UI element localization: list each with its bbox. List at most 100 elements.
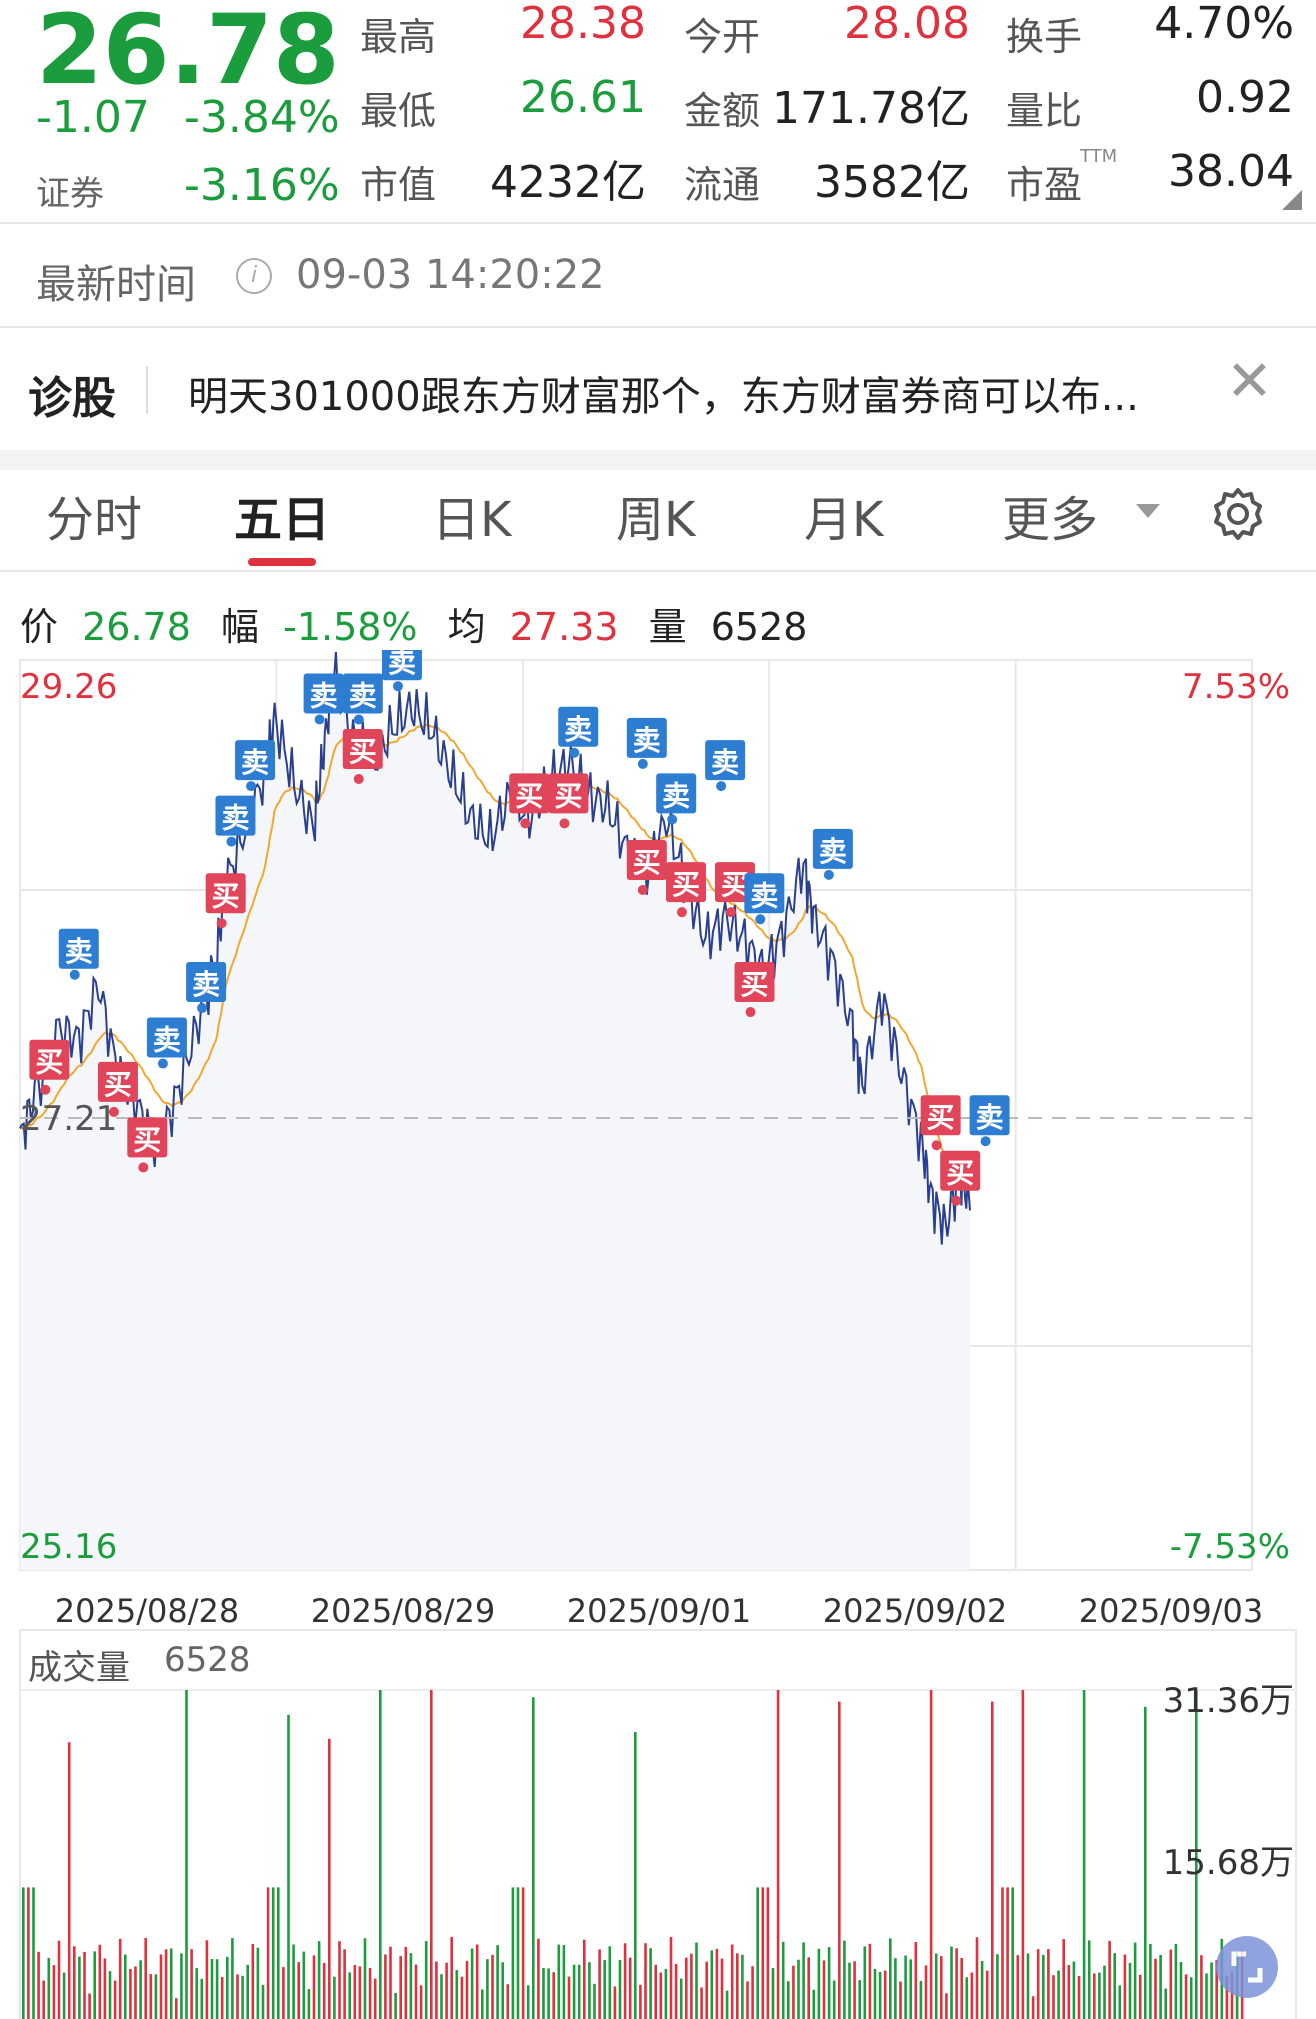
buy-marker[interactable]: 买 — [665, 862, 706, 918]
volume-bar — [1042, 1954, 1045, 2019]
svg-text:卖: 卖 — [310, 680, 338, 713]
sell-marker[interactable]: 卖 — [626, 717, 667, 769]
volume-bar — [1016, 1955, 1020, 2019]
volume-bar — [261, 1984, 265, 2019]
stat-label: 市盈 — [1006, 163, 1083, 207]
buy-marker[interactable]: 买 — [940, 1150, 981, 1206]
tab-weekly-k[interactable]: 周K — [616, 492, 696, 548]
volume-bar — [246, 1964, 249, 2019]
buy-marker[interactable]: 买 — [97, 1061, 138, 1117]
svg-text:卖: 卖 — [388, 650, 416, 679]
sell-marker[interactable]: 卖 — [303, 673, 344, 725]
stat-value: 28.08 — [844, 0, 970, 49]
volume-bar — [190, 1949, 193, 2019]
volume-bar — [730, 1944, 734, 2019]
diagnose-banner[interactable]: 诊股 明天301000跟东方财富那个，东方财富券商可以布... ✕ — [0, 328, 1316, 450]
volume-bar — [894, 1958, 897, 2019]
volume-bar — [129, 1969, 132, 2019]
volume-bar — [481, 1989, 484, 2019]
volume-bar — [552, 1972, 555, 2019]
sell-marker[interactable]: 卖 — [744, 873, 785, 925]
volume-chart[interactable]: 31.36万 15.68万 — [0, 1628, 1316, 2019]
volume-bar — [1205, 1973, 1208, 2019]
volume-bar — [669, 1937, 673, 2019]
buy-marker[interactable]: 买 — [734, 962, 775, 1018]
volume-bar — [1031, 1996, 1035, 2019]
tab-monthly-k[interactable]: 月K — [804, 492, 884, 548]
buy-marker[interactable]: 买 — [205, 873, 246, 929]
sell-marker[interactable]: 卖 — [656, 773, 697, 825]
sell-marker[interactable]: 卖 — [186, 962, 227, 1014]
dropdown-arrow-icon[interactable] — [1136, 504, 1160, 518]
buy-marker[interactable]: 买 — [920, 1095, 961, 1151]
svg-text:买: 买 — [133, 1123, 161, 1156]
volume-bar — [312, 1955, 316, 2019]
sell-marker[interactable]: 卖 — [558, 706, 599, 758]
volume-bar — [1169, 1949, 1173, 2019]
volume-bar — [945, 1993, 948, 2019]
sell-marker[interactable]: 卖 — [235, 740, 276, 792]
sell-marker[interactable]: 卖 — [969, 1095, 1010, 1147]
volume-bar — [353, 1965, 357, 2019]
buy-marker[interactable]: 买 — [548, 773, 589, 829]
buy-marker[interactable]: 买 — [342, 729, 383, 784]
tab-more[interactable]: 更多 — [1002, 492, 1099, 548]
buy-marker[interactable]: 买 — [509, 773, 550, 829]
volume-bar — [700, 1987, 703, 2019]
volume-bar — [838, 1701, 841, 2019]
volume-bar — [1036, 1949, 1040, 2019]
volume-bar — [144, 1937, 147, 2019]
sell-marker[interactable]: 卖 — [58, 928, 99, 980]
volume-bar — [1103, 1965, 1106, 2019]
volume-bar — [220, 1977, 224, 2019]
fullscreen-button[interactable] — [1216, 1936, 1278, 1998]
settings-gear-icon[interactable] — [1210, 486, 1266, 546]
volume-bar — [302, 1951, 306, 2019]
sell-marker[interactable]: 卖 — [146, 1017, 187, 1069]
tab-intraday[interactable]: 分时 — [46, 492, 143, 548]
volume-bar — [180, 1953, 183, 2019]
sell-marker[interactable]: 卖 — [705, 740, 746, 792]
info-icon[interactable]: i — [236, 258, 272, 294]
close-icon[interactable]: ✕ — [1226, 349, 1273, 414]
volume-bar — [195, 1968, 198, 2019]
volume-bar — [985, 1970, 989, 2019]
volume-bar — [113, 1980, 117, 2019]
date-tick-label: 2025/08/29 — [311, 1592, 495, 1630]
buy-marker[interactable]: 买 — [714, 862, 755, 918]
buy-marker[interactable]: 买 — [127, 1117, 168, 1173]
volume-bar — [379, 1690, 382, 2019]
stat-value: 28.38 — [520, 0, 646, 49]
buy-marker[interactable]: 买 — [29, 1039, 70, 1095]
legend-vol-label: 量 — [648, 605, 687, 649]
volume-bar — [414, 1964, 418, 2019]
tab-daily-k[interactable]: 日K — [432, 492, 512, 548]
date-tick-label: 2025/09/01 — [567, 1592, 751, 1630]
volume-bar — [297, 1962, 300, 2019]
volume-bar — [496, 1945, 499, 2019]
volume-bar — [817, 1948, 821, 2019]
volume-bar — [787, 1981, 790, 2019]
volume-bar — [690, 1953, 693, 2019]
volume-bar — [1001, 1887, 1004, 2019]
sell-marker[interactable]: 卖 — [812, 828, 853, 880]
volume-bar — [720, 1958, 724, 2019]
volume-bar — [776, 1690, 780, 2019]
volume-bar — [236, 1974, 239, 2019]
volume-bar — [57, 1940, 61, 2019]
volume-bar — [1021, 1690, 1025, 2019]
buy-marker[interactable]: 买 — [626, 839, 667, 895]
tab-five-day[interactable]: 五日 — [234, 492, 331, 548]
expand-corner-icon[interactable] — [1282, 190, 1302, 210]
volume-bar — [593, 1983, 596, 2019]
volume-bar — [955, 1948, 958, 2019]
sell-marker[interactable]: 卖 — [215, 795, 256, 847]
sell-marker[interactable]: 卖 — [381, 650, 422, 692]
volume-bar — [205, 1940, 209, 2019]
legend-price-label: 价 — [20, 605, 59, 649]
volume-bar — [659, 1972, 663, 2019]
sell-marker[interactable]: 卖 — [342, 673, 383, 725]
volume-max: 31.36万 — [1163, 1681, 1294, 1721]
sector-label[interactable]: 证券 — [36, 174, 104, 214]
